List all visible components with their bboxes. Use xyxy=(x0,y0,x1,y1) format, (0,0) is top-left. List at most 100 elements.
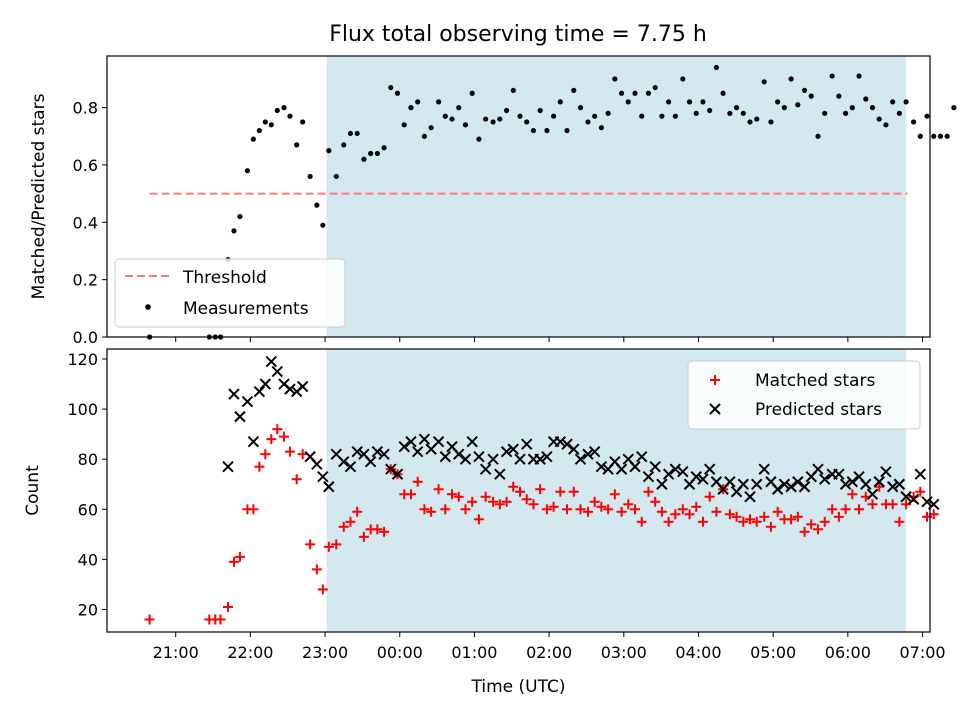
matched-star-point xyxy=(656,506,667,517)
measurement-point xyxy=(761,79,767,85)
matched-star-point xyxy=(144,614,155,625)
predicted-star-point xyxy=(812,463,824,475)
predicted-star-point xyxy=(222,461,234,473)
measurement-point xyxy=(612,76,618,82)
bottom-y-axis-label: Count xyxy=(23,465,43,516)
matched-star-point xyxy=(317,584,328,595)
predicted-star-point xyxy=(568,443,580,455)
measurement-point xyxy=(754,116,760,122)
x-tick-label: 01:00 xyxy=(451,643,497,662)
predicted-star-point xyxy=(385,463,397,475)
x-tick-label: 21:00 xyxy=(153,643,199,662)
matched-star-point xyxy=(473,514,484,525)
matched-star-point xyxy=(636,516,647,527)
measurement-point xyxy=(896,110,902,116)
measurement-point xyxy=(347,130,354,137)
predicted-stars-points xyxy=(222,355,940,510)
measurement-point xyxy=(829,73,835,79)
measurement-point xyxy=(788,76,794,82)
top-panel: 0.00.20.40.60.8 Matched/Predicted stars … xyxy=(29,55,957,347)
predicted-star-point xyxy=(284,383,296,395)
predicted-star-point xyxy=(697,473,709,485)
measurement-point xyxy=(262,119,268,125)
measurement-point xyxy=(822,110,828,116)
matched-star-point xyxy=(833,511,844,522)
predicted-star-point xyxy=(778,478,791,490)
matched-star-point xyxy=(691,501,702,512)
predicted-star-point xyxy=(785,481,797,493)
matched-star-point xyxy=(440,504,451,515)
matched-star-point xyxy=(514,486,525,497)
measurement-point xyxy=(231,228,237,234)
predicted-star-point xyxy=(561,438,573,450)
bottom-x-ticks: 21:00 22:00 23:00 00:00 01:00 02:00 03:00 04:00… xyxy=(153,632,946,662)
matched-star-point xyxy=(447,489,458,500)
matched-star-point xyxy=(488,496,499,507)
matched-star-point xyxy=(812,524,823,535)
measurement-point xyxy=(618,90,625,96)
matched-star-point xyxy=(630,504,641,515)
measurement-point xyxy=(592,113,598,119)
measurement-point xyxy=(354,130,360,137)
measurement-point xyxy=(645,90,652,96)
predicted-star-point xyxy=(744,491,756,503)
matched-star-point xyxy=(589,496,600,507)
matched-star-point xyxy=(772,506,783,517)
measurement-point xyxy=(374,150,380,157)
measurement-point xyxy=(903,99,909,105)
measurement-point xyxy=(652,84,658,91)
matched-star-point xyxy=(670,509,681,520)
x-tick-label: 04:00 xyxy=(675,643,721,662)
bottom-y-tick-label: 120 xyxy=(67,350,98,369)
measurement-point xyxy=(428,125,434,131)
bottom-legend-box xyxy=(687,360,921,430)
measurement-point xyxy=(490,119,496,125)
predicted-star-point xyxy=(411,445,424,458)
measurement-point xyxy=(442,113,448,119)
predicted-star-point xyxy=(629,461,641,473)
bottom-y-tick-label: 80 xyxy=(78,450,98,469)
measurement-point xyxy=(401,122,407,128)
measurement-point xyxy=(931,133,937,139)
predicted-star-point xyxy=(534,453,546,465)
measurement-point xyxy=(435,99,442,105)
measurement-point xyxy=(876,116,882,122)
measurement-point xyxy=(883,122,889,128)
measurement-point xyxy=(836,93,842,99)
matched-star-point xyxy=(352,506,363,517)
measurement-point xyxy=(551,113,557,119)
predicted-star-point xyxy=(296,380,309,393)
bottom-y-ticks: 20 40 60 80 100 120 xyxy=(67,350,107,619)
matched-star-point xyxy=(234,551,245,562)
measurement-point xyxy=(244,168,251,174)
measurement-point xyxy=(250,136,256,142)
matched-legend-icon xyxy=(710,375,720,385)
predicted-star-point xyxy=(265,355,278,368)
predicted-star-point xyxy=(846,476,859,488)
matched-star-point xyxy=(480,491,491,502)
predicted-star-point xyxy=(418,433,431,445)
predicted-star-point xyxy=(459,453,472,465)
matched-star-point xyxy=(731,511,742,522)
measurement-point xyxy=(497,116,503,122)
matched-star-point xyxy=(494,499,505,510)
measurement-point xyxy=(381,145,387,151)
chart-title: Flux total observing time = 7.75 h xyxy=(329,22,707,47)
matched-star-point xyxy=(405,489,416,500)
matched-star-point xyxy=(874,481,885,492)
matched-star-point xyxy=(284,446,295,457)
measurement-point xyxy=(564,127,570,134)
measurement-point xyxy=(951,105,957,111)
measurement-point xyxy=(462,122,469,128)
x-tick-label: 22:00 xyxy=(227,643,273,662)
predicted-star-point xyxy=(487,453,499,465)
top-axes-frame xyxy=(106,55,931,338)
measurement-point xyxy=(314,202,320,208)
matched-star-point xyxy=(616,506,627,517)
predicted-star-point xyxy=(494,468,506,480)
matched-star-point xyxy=(806,519,817,530)
bottom-y-tick-label: 40 xyxy=(78,550,98,569)
matched-star-point xyxy=(535,484,546,495)
predicted-star-point xyxy=(771,483,784,495)
predicted-star-point xyxy=(479,463,492,475)
